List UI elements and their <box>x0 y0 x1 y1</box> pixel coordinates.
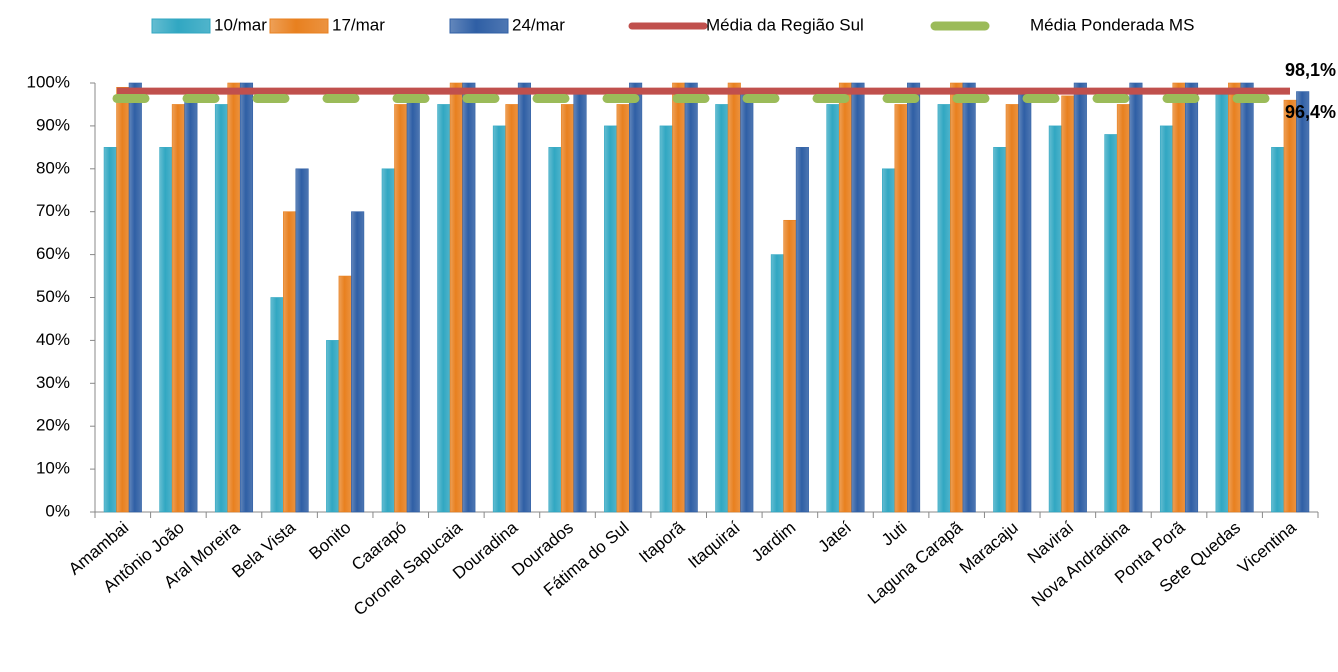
y-tick-label: 10% <box>36 459 70 478</box>
bar <box>1240 82 1254 513</box>
bar <box>1104 134 1118 513</box>
bar <box>740 91 754 513</box>
bar <box>214 104 229 513</box>
bar <box>560 104 575 513</box>
bar <box>838 82 853 513</box>
bar <box>1283 99 1297 513</box>
legend-label: 17/mar <box>332 15 385 34</box>
bar <box>326 340 340 513</box>
legend-swatch <box>449 18 509 34</box>
x-tick-label: Itaquiraí <box>684 518 743 572</box>
legend-label: 10/mar <box>214 15 267 34</box>
bar <box>462 82 476 513</box>
bar <box>1129 82 1143 513</box>
bar <box>492 125 506 513</box>
x-tick-label: Laguna Carapã <box>864 518 966 608</box>
legend-swatch <box>151 18 211 34</box>
bar <box>672 82 686 513</box>
bar <box>116 86 130 513</box>
bar <box>795 147 809 513</box>
bar <box>882 168 896 513</box>
bar <box>659 125 673 513</box>
bar <box>770 254 784 513</box>
bar <box>937 104 951 513</box>
bar <box>715 104 729 513</box>
y-tick-label: 20% <box>36 416 70 435</box>
x-tick-label: Jardim <box>748 518 799 565</box>
y-tick-label: 70% <box>36 201 70 220</box>
bar <box>103 147 117 513</box>
reference-label: 96,4% <box>1285 102 1336 122</box>
bar <box>1159 125 1174 513</box>
y-tick-label: 80% <box>36 158 70 177</box>
legend-swatch <box>269 18 329 34</box>
x-tick-label: Juti <box>878 518 910 550</box>
bar <box>517 82 531 513</box>
bar <box>962 82 976 513</box>
bar <box>239 82 254 513</box>
bar <box>338 275 352 513</box>
x-tick-label: Itaporã <box>635 518 688 567</box>
bar <box>437 104 451 513</box>
bar <box>227 82 241 513</box>
bar <box>128 82 142 513</box>
bar <box>629 82 643 513</box>
bar <box>1018 91 1032 513</box>
bar <box>1061 95 1075 513</box>
bar <box>1172 82 1186 513</box>
bar <box>505 104 519 513</box>
reference-label: 98,1% <box>1285 60 1336 80</box>
bar <box>1116 104 1130 513</box>
bar <box>351 211 365 513</box>
bar <box>573 91 587 513</box>
x-tick-label: Jateí <box>814 518 855 556</box>
bar <box>171 104 185 513</box>
bar <box>381 168 395 513</box>
bar <box>907 82 921 513</box>
bar <box>1184 82 1199 513</box>
x-tick-label: Vicentina <box>1234 518 1300 578</box>
bar <box>1296 91 1310 513</box>
y-tick-label: 100% <box>27 72 70 91</box>
bar <box>449 82 463 513</box>
bar <box>727 82 741 513</box>
bar <box>1048 125 1062 513</box>
x-tick-label: Bela Vista <box>228 518 299 582</box>
bar <box>1073 82 1087 513</box>
x-tick-label: Bonito <box>305 518 354 564</box>
bar <box>1228 82 1242 513</box>
y-tick-label: 90% <box>36 115 70 134</box>
y-tick-label: 30% <box>36 373 70 392</box>
bar <box>1005 104 1019 513</box>
bar <box>993 147 1007 513</box>
x-tick-label: Nova Andradina <box>1028 518 1133 611</box>
y-tick-label: 0% <box>45 501 70 520</box>
bar <box>283 211 297 513</box>
legend-label: Média Ponderada MS <box>1030 15 1194 34</box>
bar <box>548 147 562 513</box>
y-tick-label: 40% <box>36 330 70 349</box>
x-tick-label: Maracaju <box>956 518 1022 577</box>
bar <box>184 95 198 513</box>
bar <box>783 219 797 513</box>
bar <box>159 147 173 513</box>
legend-label: Média da Região Sul <box>706 15 864 34</box>
bar <box>684 82 698 513</box>
bar <box>894 104 908 513</box>
legend-label: 24/mar <box>512 15 565 34</box>
bar <box>406 95 420 513</box>
bar <box>1271 147 1285 513</box>
y-tick-label: 60% <box>36 244 70 263</box>
bar <box>851 82 865 513</box>
bar <box>616 104 630 513</box>
bar <box>826 104 840 513</box>
y-tick-label: 50% <box>36 287 70 306</box>
bar <box>394 104 408 513</box>
bar <box>270 297 284 513</box>
bar <box>295 168 309 513</box>
bar <box>1215 91 1229 513</box>
bar <box>950 82 964 513</box>
bar <box>604 125 618 513</box>
